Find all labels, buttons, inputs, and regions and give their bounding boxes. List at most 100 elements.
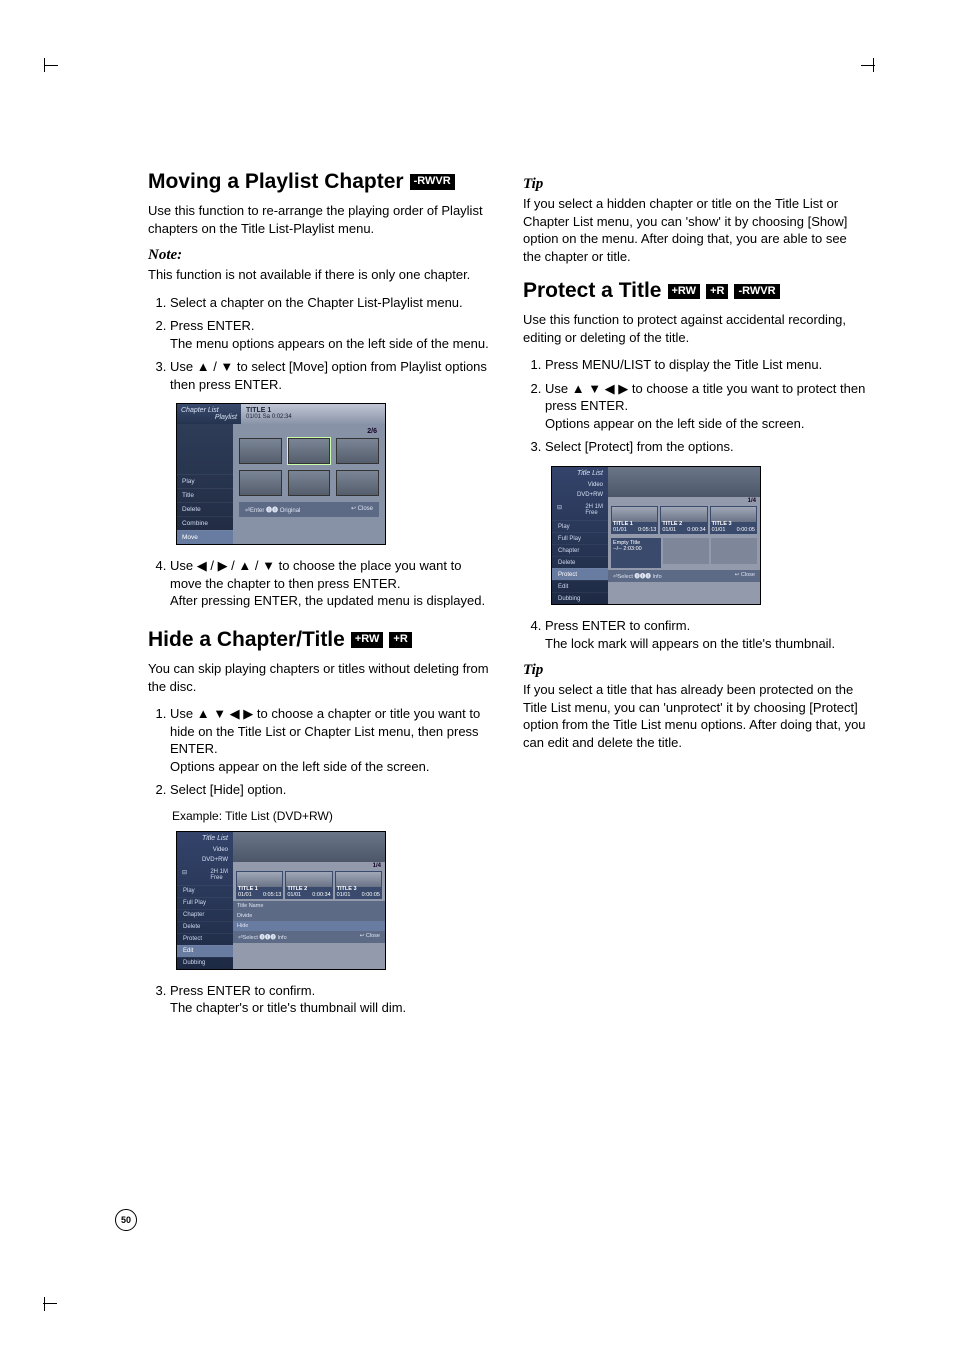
- tip-label: Tip: [523, 176, 866, 193]
- ss-footer-left: ⏎Select 🅘🅘🅘 Info: [238, 933, 287, 941]
- step-item: Select [Protect] from the options.: [545, 438, 866, 456]
- screenshot-title-list-protect: Title List Video DVD+RW ⊟2H 1MFree Play …: [551, 466, 866, 605]
- ss-menu: Play Title Delete Combine Move: [177, 424, 233, 544]
- card-date: 01/01: [662, 527, 676, 533]
- ss-menu-item: Delete: [552, 556, 608, 568]
- ss-side-sub1: Video: [552, 480, 608, 490]
- note-body: This function is not available if there …: [148, 266, 491, 284]
- submenu-item: Title Name: [237, 903, 263, 909]
- intro-text: Use this function to protect against acc…: [523, 311, 866, 346]
- card-dur: 0:00:05: [737, 527, 755, 533]
- screenshot-caption: Example: Title List (DVD+RW): [172, 809, 491, 823]
- card-dur: 0:05:13: [263, 892, 281, 898]
- ss-footer-right: ↩ Close: [351, 505, 373, 514]
- step-item: Press ENTER to confirm.The lock mark wil…: [545, 617, 866, 652]
- card-dur: 0:05:13: [638, 527, 656, 533]
- manual-page: Moving a Playlist Chapter -RWVR Use this…: [0, 0, 954, 1351]
- steps-list-2a: Use ▲ ▼ ◀ ▶ to choose a chapter or title…: [148, 705, 491, 799]
- intro-text: Use this function to re-arrange the play…: [148, 202, 491, 237]
- steps-list-3a: Press MENU/LIST to display the Title Lis…: [523, 356, 866, 456]
- ss-menu-item: Dubbing: [177, 957, 233, 969]
- badge-plus-r: +R: [389, 632, 411, 647]
- step-item: Use ▲ ▼ ◀ ▶ to choose a chapter or title…: [170, 705, 491, 775]
- ss-menu-item-selected: Move: [177, 530, 233, 544]
- ss-menu-item: Protect: [177, 933, 233, 945]
- ss-menu-item: Edit: [552, 580, 608, 592]
- ss-menu-item: Chapter: [177, 909, 233, 921]
- ss-footer-left: ⏎Select 🅘🅘🅘 Info: [613, 572, 662, 580]
- ss-footer-right: ↩ Close: [360, 933, 380, 941]
- ss-side-sub1: Video: [177, 845, 233, 855]
- ss-side-title: Title List: [552, 467, 608, 480]
- tip-label: Tip: [523, 662, 866, 679]
- right-column: Tip If you select a hidden chapter or ti…: [523, 170, 866, 1027]
- ss-counter: 2/6: [239, 428, 379, 438]
- step-text: Press ENTER.The menu options appears on …: [170, 318, 489, 351]
- page-number: 50: [115, 1209, 137, 1231]
- step-item: Use ▲ / ▼ to select [Move] option from P…: [170, 358, 491, 393]
- tip-body: If you select a title that has already b…: [523, 681, 866, 751]
- ss-footer-left: ⏎Enter 🅘🅘 Original: [245, 505, 300, 514]
- ss-side-sub2: DVD+RW: [552, 490, 608, 500]
- intro-text: You can skip playing chapters or titles …: [148, 660, 491, 695]
- crop-mark: [860, 58, 874, 72]
- ss-menu-item: Play: [177, 474, 233, 488]
- step-item: Use ◀ / ▶ / ▲ / ▼ to choose the place yo…: [170, 557, 491, 610]
- submenu-item: Divide: [237, 913, 252, 919]
- ss-page-ind: 1/4: [608, 497, 760, 504]
- card-date: 01/01: [287, 892, 301, 898]
- crop-mark: [44, 58, 59, 72]
- step-item: Press ENTER to confirm.The chapter's or …: [170, 982, 491, 1017]
- badge-rwvr: -RWVR: [410, 174, 455, 189]
- ss-menu-item: Delete: [177, 502, 233, 516]
- ss-menu-item: Full Play: [552, 532, 608, 544]
- tip-body: If you select a hidden chapter or title …: [523, 195, 866, 265]
- steps-list-1b: Use ◀ / ▶ / ▲ / ▼ to choose the place yo…: [148, 557, 491, 610]
- free-text: 2H 1MFree: [210, 869, 228, 881]
- card-dur: 0:00:34: [312, 892, 330, 898]
- free-icon: ⊟: [182, 869, 187, 881]
- card-date: 01/01: [613, 527, 627, 533]
- ss-side-title: Chapter List: [181, 407, 237, 414]
- step-item: Press ENTER.The menu options appears on …: [170, 317, 491, 352]
- ss-footer-right: ↩ Close: [735, 572, 755, 580]
- badge-plus-r: +R: [706, 284, 728, 299]
- ss-side-sub2: DVD+RW: [177, 855, 233, 865]
- steps-list-2b: Press ENTER to confirm.The chapter's or …: [148, 982, 491, 1017]
- step-item: Select a chapter on the Chapter List-Pla…: [170, 294, 491, 312]
- ss-menu-item: Delete: [177, 921, 233, 933]
- ss-side-title: Title List: [177, 832, 233, 845]
- step-item: Press MENU/LIST to display the Title Lis…: [545, 356, 866, 374]
- ss-menu-item: Chapter: [552, 544, 608, 556]
- ss-side-sub: Playlist: [181, 414, 237, 421]
- ss-menu-item: Full Play: [177, 897, 233, 909]
- ss-page-ind: 1/4: [233, 862, 385, 869]
- ss-menu-item: Dubbing: [552, 592, 608, 604]
- steps-list-1a: Select a chapter on the Chapter List-Pla…: [148, 294, 491, 394]
- section-heading-protect: Protect a Title +RW +R -RWVR: [523, 279, 866, 303]
- heading-text: Protect a Title: [523, 279, 662, 303]
- section-heading-moving: Moving a Playlist Chapter -RWVR: [148, 170, 491, 194]
- badge-plus-rw: +RW: [668, 284, 701, 299]
- badge-plus-rw: +RW: [351, 632, 384, 647]
- card-dur: 0:00:34: [687, 527, 705, 533]
- ss-menu-item: Play: [552, 520, 608, 532]
- screenshot-chapter-list: Chapter List Playlist TITLE 1 01/01 Sa 0…: [176, 403, 491, 545]
- note-label: Note:: [148, 247, 491, 264]
- left-column: Moving a Playlist Chapter -RWVR Use this…: [148, 170, 491, 1027]
- badge-rwvr: -RWVR: [734, 284, 779, 299]
- ss-menu-item-selected: Edit: [177, 945, 233, 957]
- screenshot-title-list-hide: Title List Video DVD+RW ⊟2H 1MFree Play …: [176, 831, 491, 970]
- empty-card-meta: --/-- 2:03:00: [613, 546, 659, 552]
- crop-mark: [44, 1297, 58, 1311]
- ss-menu-item: Title: [177, 488, 233, 502]
- ss-menu-item: Play: [177, 885, 233, 897]
- card-date: 01/01: [712, 527, 726, 533]
- steps-list-3b: Press ENTER to confirm.The lock mark wil…: [523, 617, 866, 652]
- heading-text: Hide a Chapter/Title: [148, 628, 345, 652]
- step-item: Use ▲ ▼ ◀ ▶ to choose a title you want t…: [545, 380, 866, 433]
- heading-text: Moving a Playlist Chapter: [148, 170, 404, 194]
- free-text: 2H 1MFree: [585, 504, 603, 516]
- card-date: 01/01: [238, 892, 252, 898]
- section-heading-hide: Hide a Chapter/Title +RW +R: [148, 628, 491, 652]
